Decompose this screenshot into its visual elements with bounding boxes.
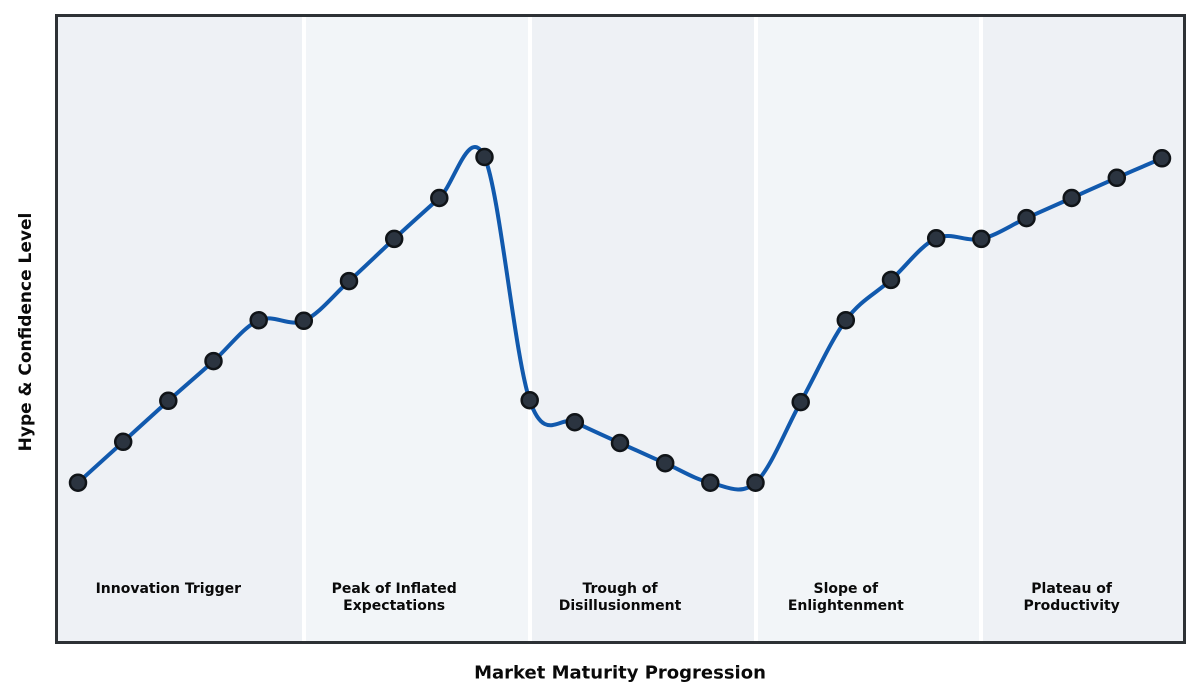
data-point	[1017, 208, 1036, 228]
phase-divider	[527, 17, 532, 641]
data-point	[339, 271, 359, 291]
data-point	[791, 392, 810, 412]
data-point	[113, 432, 133, 452]
phase-label-innovation-trigger: Innovation Trigger	[95, 581, 242, 597]
data-point	[475, 147, 494, 167]
data-point	[881, 270, 901, 290]
data-point	[926, 229, 946, 248]
data-point	[655, 453, 675, 473]
data-point	[520, 390, 539, 410]
data-point	[1152, 149, 1172, 168]
phase-panel	[981, 17, 1183, 641]
data-point	[430, 188, 449, 208]
x-axis-label: Market Maturity Progression	[474, 662, 766, 684]
data-point	[972, 229, 991, 249]
phase-divider	[753, 17, 758, 641]
phase-label-trough-of-disillusionment: Trough of Disillusionment	[558, 581, 682, 614]
hype-curve-line	[76, 145, 1164, 492]
data-point	[746, 473, 765, 492]
data-point	[204, 351, 223, 371]
phase-panel	[529, 17, 756, 641]
phase-label-peak-of-inflated-expectations: Peak of Inflated Expectations	[331, 581, 457, 614]
data-point	[701, 473, 720, 492]
data-point	[159, 391, 178, 411]
data-point	[1062, 188, 1081, 208]
data-point	[68, 473, 88, 492]
data-point	[610, 433, 630, 453]
data-point	[294, 311, 314, 331]
phase-divider	[979, 17, 984, 641]
data-point	[565, 412, 585, 432]
data-point	[1107, 168, 1127, 188]
phase-label-plateau-of-productivity: Plateau of Productivity	[1023, 581, 1120, 614]
data-point	[384, 229, 404, 249]
phase-panel	[303, 17, 530, 641]
phase-panel	[755, 17, 982, 641]
data-point	[836, 310, 856, 330]
phase-panel	[58, 17, 304, 641]
phase-label-slope-of-enlightenment: Slope of Enlightenment	[787, 581, 904, 614]
data-point	[249, 310, 268, 330]
